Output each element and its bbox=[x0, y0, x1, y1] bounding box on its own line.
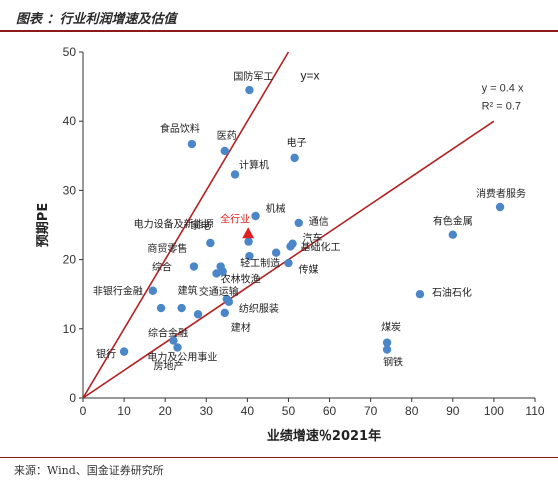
data-point bbox=[251, 211, 260, 221]
data-point-label: 基础化工 bbox=[301, 240, 341, 253]
y-tick-label: 50 bbox=[63, 45, 77, 59]
scatter-chart: 0 10 20 30 40 50 60 70 80 90 100 110 0 10 20 30 40 50 业绩增速… bbox=[36, 45, 545, 444]
data-point-label: 轻工制造 bbox=[240, 257, 280, 270]
x-tick-label: 40 bbox=[241, 404, 255, 418]
highlight-label: 全行业 bbox=[220, 212, 250, 225]
data-point-label: 交通运输 bbox=[199, 285, 239, 298]
x-tick-label: 100 bbox=[484, 404, 504, 418]
data-point-label: 非银行金融 bbox=[93, 285, 143, 298]
data-point-label: 家电 bbox=[190, 219, 210, 232]
data-point bbox=[382, 338, 392, 347]
data-point bbox=[415, 290, 425, 299]
data-point-label: 国防军工 bbox=[233, 70, 273, 83]
y-tick-label: 10 bbox=[63, 322, 77, 336]
data-point-label: 传媒 bbox=[298, 264, 318, 276]
data-point bbox=[148, 286, 158, 295]
x-tick-label: 50 bbox=[282, 404, 296, 418]
data-point bbox=[245, 251, 254, 261]
data-point bbox=[284, 258, 293, 268]
data-point bbox=[271, 248, 281, 257]
y-axis-title: 预期PE bbox=[36, 203, 51, 247]
y-tick-label: 40 bbox=[63, 114, 77, 128]
trend-equation-label: y = 0.4 x bbox=[482, 82, 524, 94]
data-point-label: 银行 bbox=[96, 348, 116, 361]
data-point-label: 建材 bbox=[231, 321, 251, 334]
data-point bbox=[244, 237, 253, 246]
data-point bbox=[156, 303, 166, 313]
data-point-label: 商贸零售 bbox=[147, 242, 187, 255]
y-tick-label: 20 bbox=[63, 253, 77, 267]
data-point-label: 医药 bbox=[217, 130, 237, 142]
data-point-label: 房地产 bbox=[154, 359, 184, 372]
data-point bbox=[220, 308, 229, 318]
data-point bbox=[206, 238, 215, 248]
header-rule bbox=[0, 30, 558, 32]
y-tick-label: 30 bbox=[63, 183, 77, 197]
reference-line-y-equals-x bbox=[82, 51, 290, 399]
data-point-label: 电子 bbox=[287, 136, 307, 149]
reference-line-label: y=x bbox=[300, 69, 319, 83]
data-point bbox=[218, 267, 227, 276]
data-point-label: 通信 bbox=[309, 216, 329, 228]
data-point-label: 消费者服务 bbox=[476, 187, 526, 200]
footer-rule bbox=[0, 457, 558, 458]
data-point bbox=[495, 202, 505, 212]
x-tick-label: 20 bbox=[159, 404, 173, 418]
data-point bbox=[448, 230, 458, 239]
x-tick-label: 110 bbox=[525, 404, 544, 418]
y-tick-label: 0 bbox=[69, 391, 76, 405]
data-point bbox=[382, 345, 392, 354]
data-point bbox=[286, 242, 295, 251]
data-point-label: 计算机 bbox=[239, 158, 269, 171]
x-tick-label: 70 bbox=[364, 404, 378, 418]
header: 图表 ：行业利润增速及估值 bbox=[0, 0, 558, 28]
data-point bbox=[245, 85, 254, 95]
data-point bbox=[230, 170, 240, 179]
data-point-label: 电力设备及新能源 bbox=[134, 218, 214, 231]
trend-r2-label: R² = 0.7 bbox=[482, 100, 521, 112]
data-point-label: 建筑 bbox=[178, 284, 198, 297]
data-point-label: 机械 bbox=[266, 202, 286, 215]
data-point-label: 农林牧渔 bbox=[221, 273, 261, 286]
data-point-label: 汽车 bbox=[303, 232, 323, 245]
data-point bbox=[193, 310, 203, 319]
data-point bbox=[294, 218, 303, 228]
data-point bbox=[189, 262, 199, 271]
figure-title: 图表 ：行业利润增速及估值 bbox=[16, 12, 177, 27]
data-point-label: 石油石化 bbox=[432, 286, 472, 299]
data-point bbox=[220, 146, 229, 156]
data-point-label: 煤炭 bbox=[381, 321, 401, 334]
x-tick-label: 0 bbox=[80, 404, 87, 418]
source-note: 来源：Wind、国金证券研究所 bbox=[14, 464, 164, 477]
data-point-label: 纺织服装 bbox=[239, 302, 279, 315]
x-tick-label: 90 bbox=[446, 404, 460, 418]
data-point bbox=[177, 303, 186, 313]
data-point bbox=[290, 153, 299, 163]
data-point bbox=[119, 347, 129, 356]
data-point bbox=[187, 139, 197, 149]
data-point-label: 食品饮料 bbox=[160, 122, 200, 135]
x-tick-label: 10 bbox=[117, 404, 131, 418]
data-point-label: 综合 bbox=[152, 261, 172, 274]
data-point-label: 电力及公用事业 bbox=[147, 351, 217, 364]
x-tick-label: 80 bbox=[405, 404, 419, 418]
x-tick-label: 30 bbox=[200, 404, 214, 418]
x-axis-title: 业绩增速％2021年 bbox=[267, 428, 381, 444]
data-point-label: 综合金融 bbox=[148, 326, 188, 339]
data-point bbox=[173, 343, 182, 352]
data-point bbox=[224, 297, 234, 307]
highlight-marker bbox=[242, 227, 255, 239]
data-point-label: 钢铁 bbox=[383, 356, 403, 369]
x-tick-label: 60 bbox=[323, 404, 337, 418]
data-point-label: 有色金属 bbox=[433, 215, 473, 228]
data-point bbox=[169, 336, 178, 345]
